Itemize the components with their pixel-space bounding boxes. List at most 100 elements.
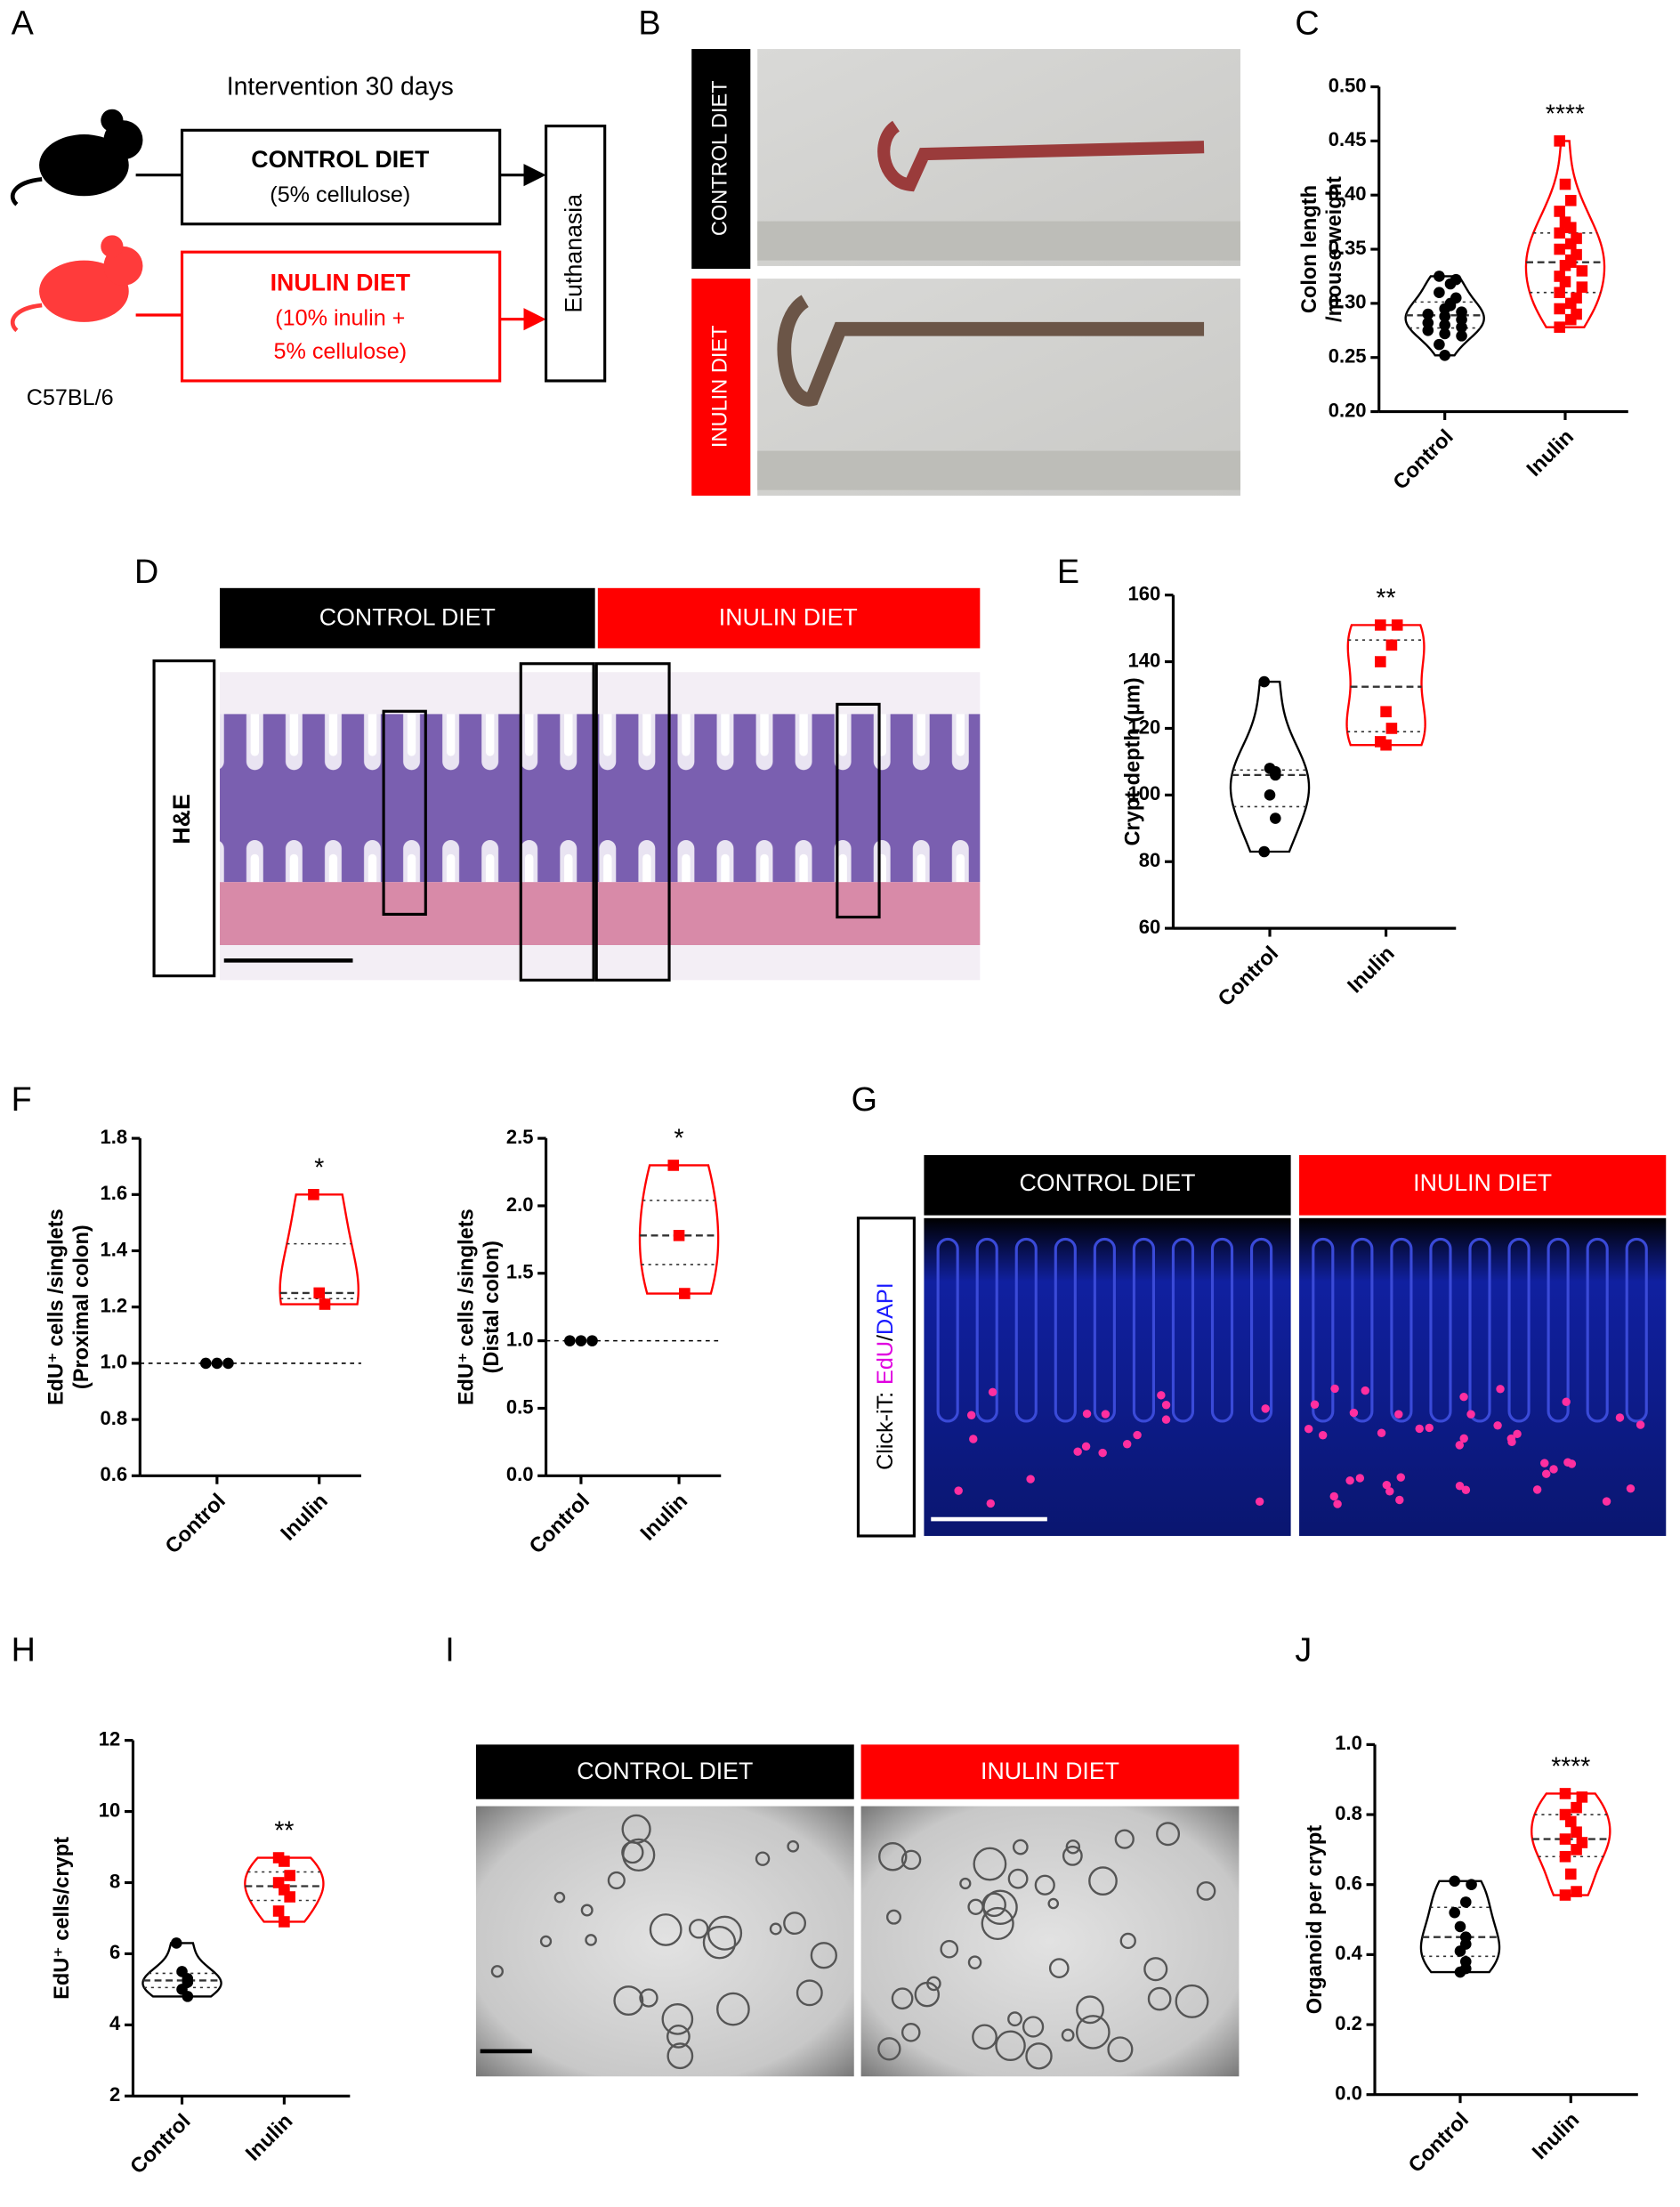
data-point	[284, 1891, 295, 1903]
y-tick-label: 0.5	[506, 1395, 534, 1418]
header-label: CONTROL DIET	[1019, 1169, 1195, 1196]
mouse-icon-black	[10, 109, 182, 206]
organoid	[914, 1981, 941, 2008]
edu-cell	[1459, 1392, 1468, 1402]
crypt-outline	[1547, 1237, 1570, 1423]
violin	[1345, 624, 1426, 747]
organoid-image	[860, 1806, 1240, 2077]
data-point	[199, 1357, 212, 1370]
violin	[244, 1856, 325, 1923]
organoid	[1156, 1822, 1181, 1847]
data-point	[1564, 238, 1577, 250]
organoid	[1007, 2011, 1022, 2027]
organoid	[639, 1988, 658, 2008]
data-point	[1422, 308, 1434, 320]
euthanasia-box	[545, 125, 607, 383]
organoid	[553, 1891, 566, 1904]
data-point	[1559, 276, 1571, 287]
x-tick-label: Inulin	[277, 1490, 333, 1546]
significance: *	[674, 1125, 684, 1153]
crypts	[220, 714, 981, 883]
y-tick-label: 4	[109, 2012, 121, 2034]
panel-label: I	[445, 1632, 455, 1669]
data-point	[586, 1335, 598, 1346]
intervention-header: Intervention 30 days	[227, 73, 454, 101]
crypt-outline	[1210, 1237, 1234, 1423]
edu-cell	[1626, 1483, 1636, 1493]
data-point	[1576, 281, 1588, 293]
edu-cell	[1026, 1475, 1035, 1483]
y-axis-label: Crypt depth (µm)	[1122, 677, 1145, 845]
violin	[1419, 1880, 1501, 1974]
organoid	[613, 1985, 644, 2017]
y-tick-label: 1.5	[506, 1261, 534, 1283]
inulin-diet-box	[180, 250, 502, 383]
y-tick-label: 0.0	[506, 1463, 534, 1485]
data-point	[1258, 675, 1271, 688]
organoid	[539, 1935, 553, 1948]
panel-label: E	[1057, 554, 1079, 591]
organoid	[688, 1919, 709, 1939]
edu-cell	[1157, 1391, 1166, 1400]
organoid	[1007, 1868, 1029, 1889]
organoid	[1143, 1957, 1168, 1982]
edu-cell	[1425, 1423, 1434, 1433]
stain-box	[856, 1217, 916, 1538]
edu-cell	[1562, 1397, 1571, 1406]
edu-cell	[1329, 1492, 1338, 1501]
edu-cell	[1549, 1465, 1558, 1474]
data-point	[319, 1298, 331, 1310]
organoid	[796, 1979, 823, 2007]
crypt-outline	[1132, 1237, 1155, 1423]
organoid	[716, 1992, 750, 2026]
edu-cell	[1318, 1431, 1328, 1440]
organoid	[1088, 1866, 1118, 1896]
panel-label: B	[638, 4, 660, 42]
edu-cell	[1394, 1410, 1403, 1419]
data-point	[1385, 639, 1398, 651]
data-point	[1571, 1801, 1582, 1814]
photo-label: INULIN DIET	[709, 325, 732, 448]
y-tick-label: 0.30	[1329, 291, 1367, 313]
crypt-outline	[1468, 1237, 1491, 1423]
stain-box	[152, 659, 216, 978]
edu-cell	[1122, 1440, 1132, 1449]
organoid	[1062, 1845, 1083, 1866]
organoid	[967, 1955, 982, 1969]
violin	[279, 1193, 359, 1306]
data-point	[1454, 1945, 1466, 1957]
edu-cell	[988, 1387, 998, 1397]
edu-cell	[1345, 1475, 1354, 1485]
data-point	[1554, 227, 1565, 239]
data-point	[1554, 287, 1565, 299]
edu-cell	[1415, 1424, 1424, 1434]
edu-cell	[1382, 1480, 1392, 1490]
violin	[638, 1164, 720, 1295]
data-point	[564, 1335, 576, 1346]
header-bar	[924, 1155, 1291, 1216]
data-point	[575, 1335, 587, 1346]
data-point	[1454, 1966, 1466, 1978]
y-tick-label: 140	[1128, 649, 1161, 671]
data-point	[1571, 1826, 1582, 1839]
edu-cell	[1098, 1448, 1107, 1458]
significance: ****	[1546, 101, 1585, 129]
data-point	[1375, 619, 1386, 631]
organoid	[621, 1814, 651, 1845]
organoid	[580, 1904, 594, 1917]
y-axis-label: EdU⁺ cells /singlets	[456, 1209, 479, 1405]
organoid	[707, 1915, 743, 1951]
edu-cell	[1493, 1421, 1502, 1430]
data-point	[1564, 1815, 1577, 1828]
edu-cell	[1304, 1424, 1313, 1434]
y-tick-label: 60	[1139, 916, 1161, 938]
x-tick-label: Control	[525, 1490, 594, 1559]
data-point	[1559, 1889, 1571, 1901]
header-bar	[597, 587, 981, 649]
data-point	[1559, 260, 1571, 271]
y-tick-label: 0.40	[1329, 182, 1367, 205]
organoid	[901, 1849, 922, 1871]
organoid	[877, 2037, 901, 2061]
organoid	[490, 1965, 504, 1978]
